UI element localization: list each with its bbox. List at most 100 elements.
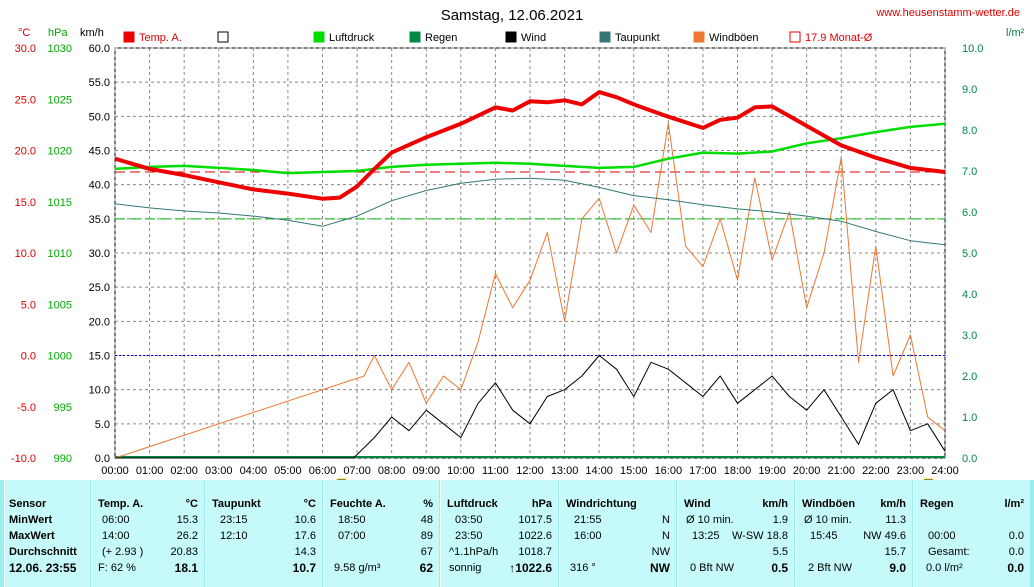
pressure-tick-label: 1030 [48,43,72,55]
time-tick-label: 00:00 [101,465,129,477]
legend-swatch [693,31,705,43]
rain-tick-label: 4.0 [962,289,977,301]
temp-header: Temp. A. [98,498,144,510]
speed-tick-label: 60.0 [89,43,110,55]
rain-today-note: 0.0 l/m² [926,562,963,574]
chart-title: Samstag, 12.06.2021 [441,7,584,24]
legend-label: Regen [425,32,457,44]
dewpoint-max-time: 12:10 [220,530,248,542]
gust-column: Windböen km/h Ø 10 min. 11.3 15:45 NW 49… [795,480,912,587]
wind-direction-max-value: N [662,530,670,542]
humidity-header: Feuchte A. [330,498,386,510]
time-tick-label: 23:00 [897,465,925,477]
time-tick-label: 02:00 [170,465,198,477]
series-line [114,90,946,201]
sensor-header: Sensor [9,498,47,510]
maxwert-label: MaxWert [9,530,55,542]
gust-max-time: 15:45 [810,530,838,542]
temp-tick-label: 0.0 [21,351,36,363]
legend-label: Taupunkt [615,32,660,44]
rain-column: Regen l/m² 00:00 0.0 Gesamt: 0.0 0.0 l/m… [913,480,1030,587]
time-tick-label: 20:00 [793,465,821,477]
temp-tick-label: 5.0 [21,299,36,311]
humidity-max-time: 07:00 [338,530,366,542]
series-line [114,122,946,459]
temp-tick-label: -5.0 [17,402,36,414]
wind-current: 0.5 [771,561,788,575]
wind-avg10-value: 1.9 [772,514,788,526]
time-tick-label: 24:00 [931,465,959,477]
temp-min-value: 15.3 [176,514,198,526]
speed-tick-label: 5.0 [95,419,110,431]
dewpoint-header: Taupunkt [212,498,261,510]
humidity-column: Feuchte A. % 18:50 48 07:00 89 67 9.58 g… [323,480,439,587]
temp-avg-note: (+ 2.93 ) [102,546,144,558]
chart-canvas: 30.0 25.0 20.0 15.0 10.0 5.0 0.0 -5.0 -10.0 1030 1… [10,7,1025,491]
speed-tick-label: 40.0 [89,180,110,192]
speed-tick-label: 55.0 [89,77,110,89]
gust-bft: 2 Bft NW [808,562,853,574]
pressure-unit-label: hPa [48,27,68,39]
gust-avg-value: 15.7 [884,546,906,558]
dewpoint-avg-value: 14.3 [294,546,316,558]
wind-direction-column: Windrichtung 21:55 N 16:00 N NW 316 ° NW [559,480,676,587]
speed-unit-label: km/h [80,27,104,39]
wind-column: Wind km/h Ø 10 min. 1.9 13:25 W-SW 18.8 … [677,480,794,587]
rain-current: 0.0 [1007,561,1024,575]
dewpoint-column: Taupunkt °C 23:15 10.6 12:10 17.6 14.3 1… [205,480,322,587]
wind-direction-min-time: 21:55 [574,514,602,526]
gust-avg10-label: Ø 10 min. [804,514,852,526]
pressure-avg-value: 1018.7 [518,546,552,558]
wind-bft: 0 Bft NW [690,562,735,574]
pressure-tick-label: 990 [54,453,72,465]
time-tick-label: 04:00 [240,465,268,477]
pressure-forecast: sonnig [449,562,482,574]
time-tick-label: 14:00 [585,465,613,477]
speed-tick-label: 25.0 [89,282,110,294]
series-line [115,355,946,459]
pressure-min-value: 1017.5 [518,514,552,526]
time-tick-label: 03:00 [205,465,233,477]
time-tick-label: 13:00 [551,465,579,477]
rain-tick-label: 1.0 [962,412,977,424]
pressure-tick-label: 1015 [48,197,72,209]
time-tick-label: 06:00 [309,465,337,477]
dewpoint-min-time: 23:15 [220,514,248,526]
wind-direction-header: Windrichtung [566,498,637,510]
time-tick-label: 05:00 [274,465,302,477]
rain-tick-label: 7.0 [962,166,977,178]
pressure-current: ↑1022.6 [509,561,552,575]
time-tick-label: 07:00 [343,465,371,477]
time-tick-label: 17:00 [689,465,717,477]
rain-total-value: 0.0 [1008,546,1024,558]
temp-current: 18.1 [174,561,198,575]
pressure-max-value: 1022.6 [518,530,552,542]
legend-swatch [599,31,611,43]
legend-swatch [123,31,135,43]
dewpoint-min-value: 10.6 [294,514,316,526]
wind-direction-max-time: 16:00 [574,530,602,542]
rain-tick-label: 8.0 [962,125,977,137]
pressure-header: Luftdruck [447,498,498,510]
wind-direction-avg-value: NW [651,546,670,558]
temp-column: Temp. A. °C 06:00 15.3 14:00 26.2 (+ 2.9… [91,480,204,587]
speed-tick-label: 45.0 [89,146,110,158]
humidity-max-value: 89 [420,530,433,542]
humidity-abs-note: 9.58 g/m³ [334,562,381,574]
legend-label: Windböen [709,32,759,44]
wind-direction-current: NW [650,561,670,575]
gust-max-value: NW 49.6 [863,530,906,542]
legend-swatch [505,31,517,43]
time-tick-label: 21:00 [827,465,855,477]
time-tick-label: 10:00 [447,465,475,477]
rain-time: 00:00 [928,530,956,542]
pressure-tick-label: 1000 [48,351,72,363]
rain-tick-label: 0.0 [962,453,977,465]
wind-direction-min-value: N [662,514,670,526]
rain-tick-label: 6.0 [962,207,977,219]
speed-tick-label: 30.0 [89,248,110,260]
temp-tick-label: 30.0 [15,43,36,55]
wind-unit: km/h [762,498,788,510]
time-tick-label: 01:00 [136,465,164,477]
temp-max-value: 26.2 [176,530,198,542]
